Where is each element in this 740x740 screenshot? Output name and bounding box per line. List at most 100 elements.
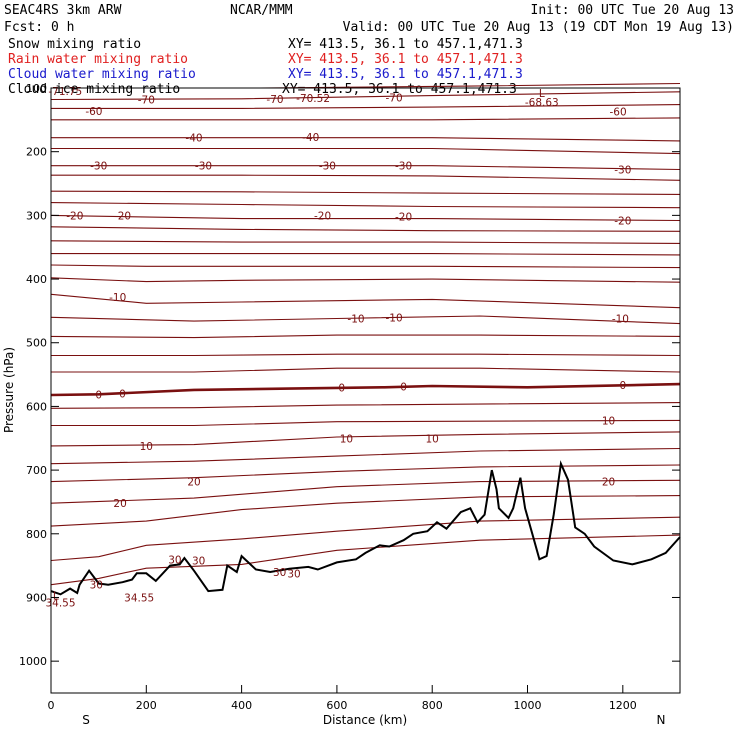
valid-time: Valid: 00 UTC Tue 20 Aug 13 (19 CDT Mon …	[343, 20, 734, 35]
contour-label: 30	[192, 556, 205, 568]
contour-label: -70	[266, 94, 283, 106]
init-time: Init: 00 UTC Tue 20 Aug 13	[531, 3, 735, 18]
isotherm-line	[50, 264, 681, 269]
plot-frame	[50, 87, 681, 694]
contour-label: -10	[109, 292, 126, 304]
contour-label: 34.55	[45, 598, 75, 610]
isotherm-line	[50, 382, 681, 397]
field-snow-name: Snow mixing ratio	[8, 37, 141, 52]
y-tick-label: 300	[26, 209, 47, 222]
contour-label: 10	[140, 441, 153, 453]
x-tick-label: 0	[48, 699, 55, 712]
isotherm-line	[50, 202, 681, 209]
header: SEAC4RS 3km ARW NCAR/MMM Init: 00 UTC Tu…	[4, 3, 734, 35]
contour-label: -20	[614, 216, 631, 228]
y-tick-label: 900	[26, 591, 47, 604]
isotherm-line	[50, 190, 681, 195]
isotherm-line	[50, 431, 681, 447]
isotherm-line	[50, 293, 681, 309]
contour-label: 20	[113, 498, 126, 510]
field-cloudwater-name: Cloud water mixing ratio	[8, 67, 196, 82]
contour-label: 10	[340, 433, 353, 445]
contour-label: -40	[185, 133, 202, 145]
x-axis-label: Distance (km)	[323, 713, 407, 727]
contour-label: 0	[400, 382, 407, 394]
contour-label: 10	[602, 415, 615, 427]
contour-label: -20	[395, 212, 412, 224]
x-tick-label: 1200	[609, 699, 637, 712]
contour-label: 30	[90, 580, 103, 592]
isotherm-line	[51, 117, 681, 121]
isotherm-line	[50, 214, 681, 222]
isotherm-line	[50, 277, 681, 283]
y-tick-label: 100	[26, 82, 47, 95]
x-tick-label: 200	[136, 699, 157, 712]
isotherm-line	[50, 447, 681, 465]
contour-label: -30	[614, 165, 631, 177]
model-title: SEAC4RS 3km ARW	[4, 3, 122, 18]
contour-label: -30	[90, 161, 107, 173]
y-tick-label: 200	[26, 146, 47, 159]
y-tick-label: 800	[26, 528, 47, 541]
isotherm-line	[51, 147, 681, 155]
contour-label: L	[539, 88, 545, 100]
contour-label: 0	[95, 389, 102, 401]
isotherm-line	[51, 137, 681, 142]
isotherm-line	[51, 104, 681, 109]
contour-label: -10	[347, 314, 364, 326]
y-tick-label: 500	[26, 337, 47, 350]
south-endpoint-label: S	[82, 713, 90, 727]
x-axis: 0 200 400 600 800 1000 1200	[48, 685, 637, 712]
isotherm-line	[50, 334, 681, 339]
isotherm-line	[50, 226, 681, 232]
y-tick-label: 600	[26, 400, 47, 413]
isotherm-line	[50, 402, 681, 409]
y-tick-label: 400	[26, 273, 47, 286]
y-axis-label: Pressure (hPa)	[2, 347, 16, 433]
contour-label: -60	[610, 107, 627, 119]
north-endpoint-label: N	[657, 713, 666, 727]
contour-label: -10	[386, 312, 403, 324]
contour-label: -70.52	[296, 93, 330, 105]
y-tick-label: 700	[26, 464, 47, 477]
contour-label: 20	[602, 477, 615, 489]
isotherm-lines	[50, 82, 681, 586]
contour-label: -30	[195, 161, 212, 173]
isotherm-line	[50, 464, 681, 483]
isotherm-line	[50, 534, 681, 586]
x-tick-label: 800	[422, 699, 443, 712]
isotherm-line	[51, 174, 681, 181]
forecast-hour: Fcst: 0 h	[4, 20, 74, 35]
contour-label: -20	[66, 210, 83, 222]
contour-label: 0	[119, 389, 126, 401]
isotherm-line	[50, 495, 681, 527]
contour-label: -71.75	[48, 86, 82, 98]
contour-label: -30	[319, 161, 336, 173]
contour-label: -70	[138, 95, 155, 107]
contour-label: 30	[273, 567, 286, 579]
contour-label: 30	[168, 554, 181, 566]
isotherm-line	[50, 91, 681, 101]
contour-label: 34.55	[124, 593, 154, 605]
field-cloudwater-xy: XY= 413.5, 36.1 to 457.1,471.3	[288, 67, 523, 82]
contour-label: -20	[314, 210, 331, 222]
contour-label: 20	[187, 477, 200, 489]
contour-label: -60	[85, 106, 102, 118]
isotherm-line	[50, 479, 681, 504]
field-snow-xy: XY= 413.5, 36.1 to 457.1,471.3	[288, 37, 523, 52]
field-rain-name: Rain water mixing ratio	[8, 52, 188, 67]
contour-label: L	[53, 591, 59, 603]
isotherm-line	[50, 315, 681, 325]
isotherm-line	[50, 240, 681, 244]
contour-label: -68.63	[525, 97, 559, 109]
y-tick-label: 1000	[19, 655, 47, 668]
contour-label: 10	[426, 433, 439, 445]
contour-label: -20	[114, 210, 131, 222]
isotherm-line	[51, 253, 681, 256]
isotherm-line	[51, 353, 681, 357]
isotherm-line	[51, 165, 681, 171]
contour-label: 30	[287, 568, 300, 580]
org-title: NCAR/MMM	[230, 3, 293, 18]
